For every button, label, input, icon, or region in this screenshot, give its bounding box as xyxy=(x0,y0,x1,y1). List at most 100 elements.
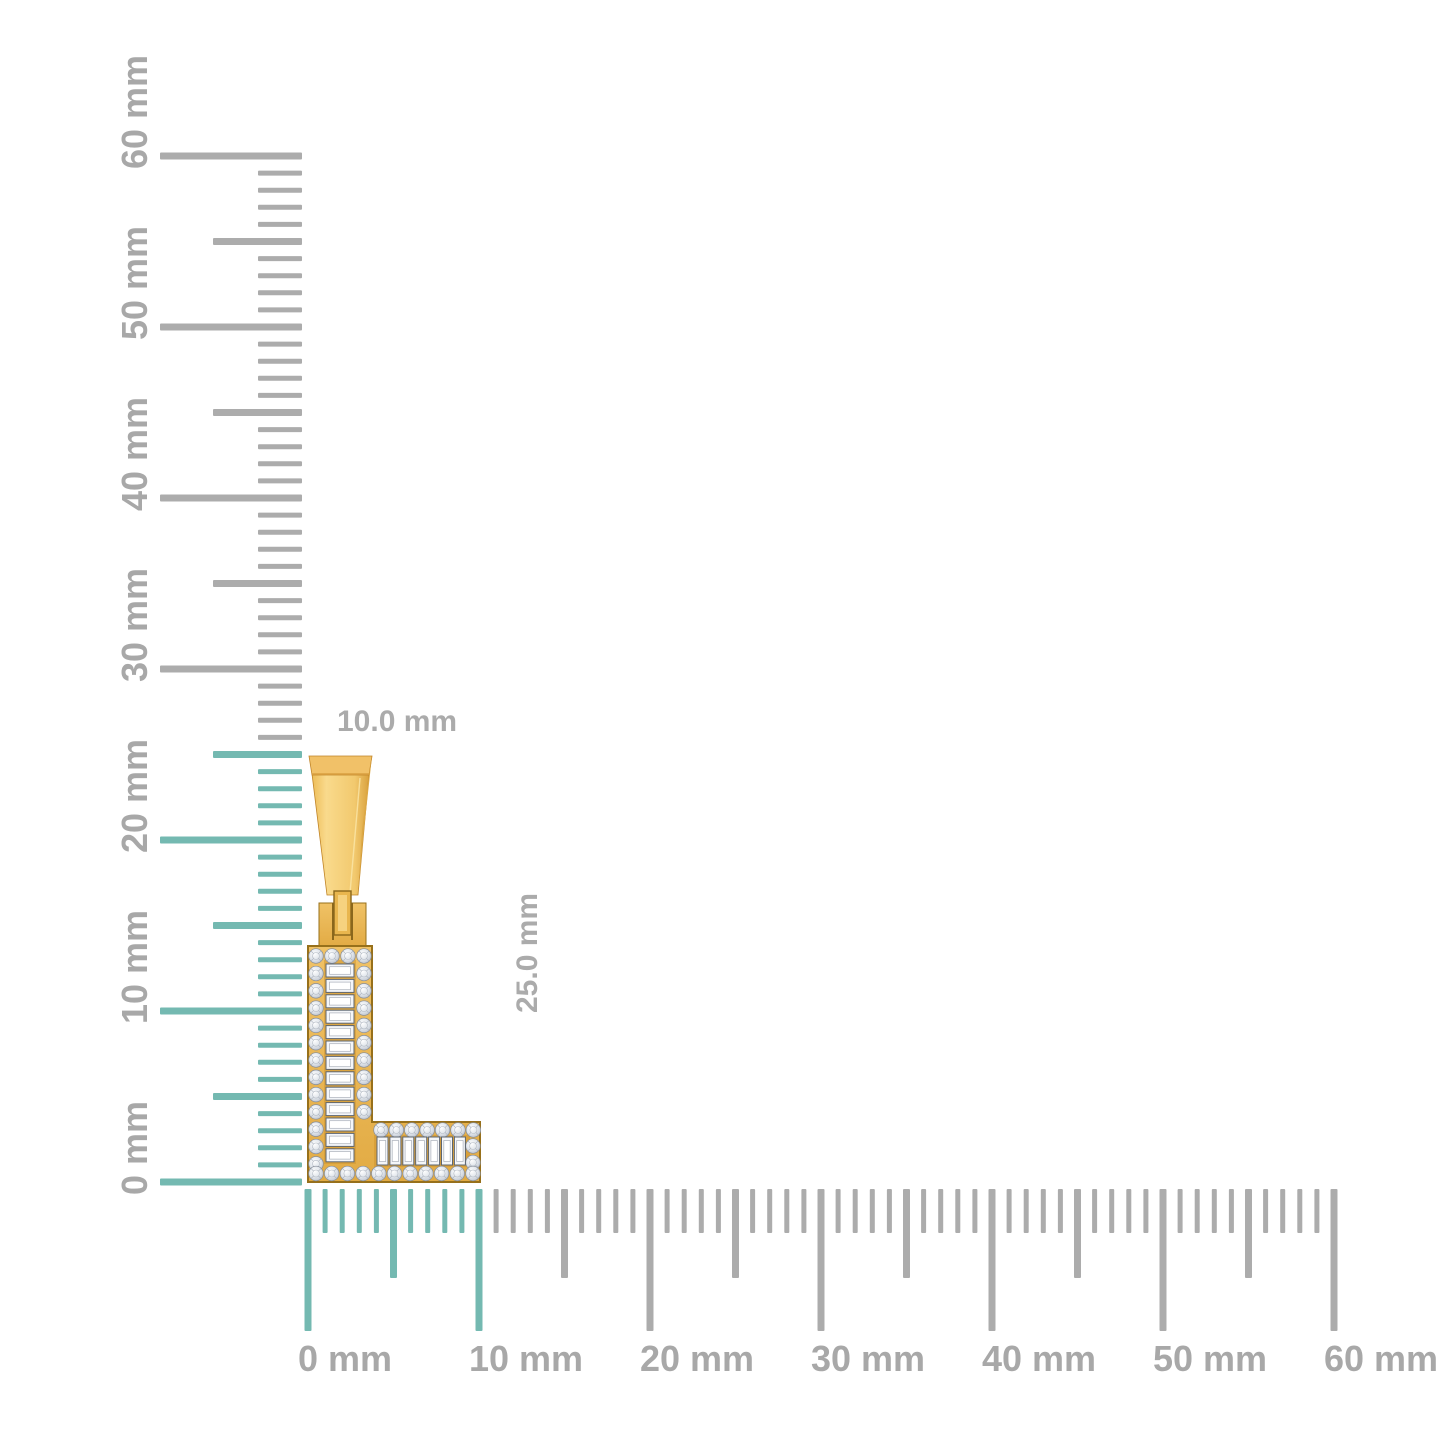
pendant-hinge xyxy=(318,890,367,948)
v-ruler-tick xyxy=(258,221,302,227)
baguette-diamond xyxy=(376,1136,389,1166)
v-ruler-tick xyxy=(258,632,302,638)
h-ruler-tick xyxy=(938,1189,944,1233)
v-ruler-tick xyxy=(258,529,302,535)
round-diamond xyxy=(339,1165,356,1182)
h-ruler-tick xyxy=(852,1189,858,1233)
round-diamond xyxy=(324,1165,340,1182)
v-ruler-tick xyxy=(258,615,302,621)
v-ruler-tick xyxy=(258,187,302,193)
h-ruler-label: 20 mm xyxy=(640,1338,754,1379)
h-ruler-tick xyxy=(1177,1189,1183,1233)
baguette-diamond xyxy=(325,994,355,1009)
horizontal-ruler xyxy=(304,1189,1338,1331)
horizontal-ruler-labels: 0 mm 10 mm 20 mm 30 mm 40 mm 50 mm 60 mm xyxy=(298,1338,1438,1379)
round-diamond xyxy=(308,1017,324,1034)
h-ruler-tick xyxy=(869,1189,875,1233)
round-diamond xyxy=(373,1122,389,1138)
h-ruler-tick xyxy=(801,1189,807,1233)
v-ruler-tick xyxy=(258,1128,302,1134)
baguette-diamond xyxy=(325,1071,355,1086)
h-ruler-tick xyxy=(1006,1189,1012,1233)
h-ruler-tick xyxy=(988,1189,996,1331)
round-diamond xyxy=(308,1086,324,1103)
round-diamond xyxy=(433,1165,450,1182)
diamond-stones xyxy=(308,948,482,1182)
h-ruler-tick xyxy=(732,1189,739,1278)
v-ruler-tick xyxy=(258,427,302,433)
v-ruler-label: 60 mm xyxy=(114,55,155,169)
h-ruler-tick xyxy=(1023,1189,1029,1233)
round-diamond xyxy=(308,1069,324,1085)
round-diamond xyxy=(434,1122,451,1138)
v-ruler-tick xyxy=(258,341,302,347)
v-ruler-tick xyxy=(258,598,302,604)
baguette-diamond xyxy=(325,1148,355,1163)
h-ruler-tick xyxy=(1040,1189,1046,1233)
v-ruler-label: 30 mm xyxy=(114,568,155,682)
round-diamond xyxy=(356,1086,372,1103)
round-diamond xyxy=(308,1138,324,1155)
h-ruler-tick xyxy=(390,1189,397,1278)
v-ruler-tick xyxy=(258,512,302,518)
v-ruler-tick xyxy=(258,991,302,997)
v-ruler-tick xyxy=(258,563,302,569)
baguette-diamond xyxy=(428,1136,441,1166)
baguette-diamond xyxy=(325,1025,355,1040)
v-ruler-tick xyxy=(213,238,302,245)
v-ruler-tick xyxy=(213,922,302,929)
v-ruler-tick xyxy=(258,444,302,450)
v-ruler-tick xyxy=(258,1162,302,1168)
v-ruler-tick xyxy=(258,375,302,381)
round-diamond xyxy=(308,1052,324,1068)
h-ruler-label: 30 mm xyxy=(811,1338,925,1379)
h-ruler-tick xyxy=(339,1189,345,1233)
h-ruler-tick xyxy=(1109,1189,1115,1233)
baguette-diamond xyxy=(453,1136,466,1166)
h-ruler-tick xyxy=(408,1189,414,1233)
h-ruler-label: 60 mm xyxy=(1324,1338,1438,1379)
h-ruler-tick xyxy=(425,1189,431,1233)
round-diamond xyxy=(418,1165,434,1182)
v-ruler-tick xyxy=(258,803,302,809)
baguette-diamond xyxy=(402,1136,415,1166)
v-ruler-tick xyxy=(213,751,302,758)
baguette-diamond xyxy=(415,1136,428,1166)
h-ruler-tick xyxy=(1297,1189,1303,1233)
h-ruler-tick xyxy=(561,1189,568,1278)
h-ruler-tick xyxy=(1314,1189,1320,1233)
v-ruler-tick xyxy=(258,871,302,877)
h-ruler-tick xyxy=(373,1189,379,1233)
v-ruler-tick xyxy=(160,665,302,673)
h-ruler-tick xyxy=(646,1189,654,1331)
h-ruler-tick xyxy=(459,1189,465,1233)
h-ruler-tick xyxy=(955,1189,961,1233)
width-dimension-label: 10.0 mm xyxy=(337,705,457,738)
round-diamond xyxy=(449,1165,465,1182)
round-diamond xyxy=(356,1104,372,1120)
v-ruler-tick xyxy=(213,1093,302,1100)
h-ruler-tick xyxy=(442,1189,448,1233)
round-diamond xyxy=(356,1052,372,1068)
h-ruler-tick xyxy=(579,1189,585,1233)
v-ruler-tick xyxy=(258,1025,302,1031)
h-ruler-label: 10 mm xyxy=(469,1338,583,1379)
v-ruler-tick xyxy=(258,888,302,894)
baguette-diamond xyxy=(325,1132,355,1147)
h-ruler-tick xyxy=(322,1189,328,1233)
round-diamond xyxy=(371,1165,387,1182)
v-ruler-tick xyxy=(258,1042,302,1048)
h-ruler-tick xyxy=(1228,1189,1234,1233)
baguette-diamond xyxy=(325,1055,355,1070)
v-ruler-tick xyxy=(258,204,302,210)
round-diamond xyxy=(340,948,356,964)
pendant-bail xyxy=(308,755,373,896)
vertical-ruler xyxy=(160,152,302,1186)
round-diamond xyxy=(404,1122,420,1138)
round-diamond xyxy=(356,1069,372,1085)
v-ruler-tick xyxy=(258,905,302,911)
v-ruler-tick xyxy=(258,307,302,313)
round-diamond xyxy=(465,1138,481,1154)
v-ruler-tick xyxy=(258,1145,302,1151)
